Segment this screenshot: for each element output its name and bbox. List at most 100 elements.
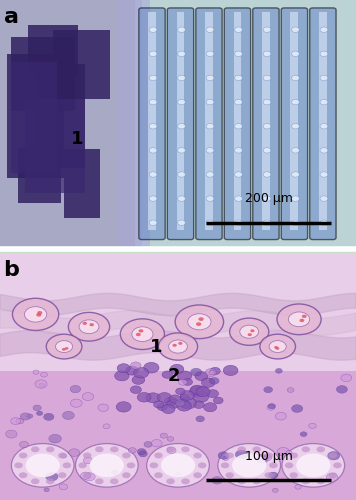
Circle shape [177,371,192,381]
Bar [262,12,270,230]
Circle shape [162,404,175,413]
Circle shape [292,196,299,202]
Circle shape [167,447,176,454]
Circle shape [122,472,131,478]
Circle shape [320,148,328,153]
Circle shape [328,452,340,460]
Circle shape [292,100,299,105]
Circle shape [329,452,337,458]
Circle shape [240,325,258,338]
Circle shape [263,124,271,129]
Circle shape [285,462,293,468]
Bar [28,24,78,74]
Circle shape [206,75,214,80]
Circle shape [64,347,68,350]
Circle shape [176,388,185,394]
Circle shape [181,478,190,484]
Circle shape [83,322,87,325]
Circle shape [209,378,219,384]
Circle shape [144,362,159,373]
Circle shape [205,368,216,376]
Circle shape [252,446,261,452]
Circle shape [149,75,157,80]
Circle shape [235,220,242,226]
Circle shape [206,148,214,153]
Circle shape [178,100,185,105]
Bar [177,12,184,230]
Circle shape [252,478,261,484]
Circle shape [151,440,162,447]
Circle shape [127,462,135,468]
Circle shape [288,312,310,326]
Circle shape [316,446,325,452]
Circle shape [268,404,276,409]
Circle shape [75,444,138,487]
Circle shape [46,472,58,481]
Circle shape [33,405,41,411]
Circle shape [166,446,175,452]
Circle shape [193,392,209,402]
Circle shape [309,423,316,428]
Circle shape [218,444,281,487]
Circle shape [218,452,229,459]
Circle shape [320,220,328,226]
Circle shape [130,362,141,370]
Circle shape [210,368,220,374]
Circle shape [189,386,205,397]
Circle shape [329,472,337,478]
Circle shape [263,148,271,153]
Circle shape [33,370,39,374]
Circle shape [190,368,201,376]
Circle shape [178,172,185,177]
Circle shape [178,148,185,153]
Circle shape [289,472,298,478]
Bar [290,12,298,230]
Circle shape [116,402,131,412]
Circle shape [83,472,91,478]
Circle shape [137,448,146,455]
Circle shape [206,124,214,129]
Circle shape [175,305,224,338]
Circle shape [341,374,352,382]
Circle shape [178,220,185,226]
Circle shape [49,434,61,443]
Circle shape [11,444,74,487]
Circle shape [132,327,153,342]
Text: 1: 1 [71,130,84,148]
Circle shape [83,457,93,464]
Circle shape [235,75,242,80]
Circle shape [300,432,307,436]
Circle shape [149,100,157,105]
Circle shape [292,51,299,57]
Circle shape [35,380,47,388]
Circle shape [237,478,246,484]
Circle shape [193,452,202,458]
Circle shape [134,368,149,378]
Bar [11,62,57,174]
Circle shape [225,472,234,478]
Circle shape [83,452,91,458]
Circle shape [206,100,214,105]
Circle shape [320,27,328,32]
FancyBboxPatch shape [167,8,194,239]
Circle shape [110,478,119,484]
Circle shape [275,412,286,420]
Circle shape [326,474,338,482]
Circle shape [137,392,151,402]
FancyBboxPatch shape [281,8,308,239]
Circle shape [103,424,110,428]
Bar [18,148,61,203]
Circle shape [176,472,181,476]
Circle shape [181,401,191,408]
Circle shape [69,449,80,456]
Circle shape [276,347,279,350]
Circle shape [235,124,242,129]
Circle shape [198,317,204,321]
Circle shape [336,386,347,393]
Circle shape [316,478,325,484]
Circle shape [225,452,234,458]
Circle shape [46,478,54,484]
Circle shape [299,319,304,322]
Text: b: b [4,260,20,280]
Circle shape [12,298,59,330]
